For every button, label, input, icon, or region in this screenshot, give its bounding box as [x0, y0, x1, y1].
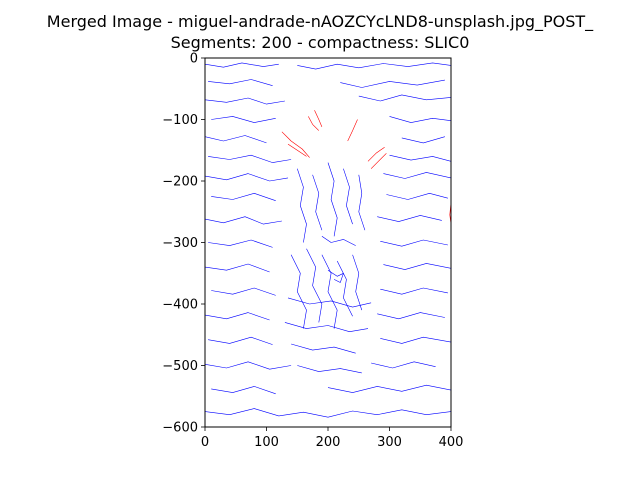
- x-tick-label: 300: [377, 435, 402, 450]
- segment-line: [306, 248, 323, 323]
- segment-line: [205, 216, 282, 225]
- y-tick-label: 0: [190, 52, 198, 67]
- segment-line: [208, 154, 292, 163]
- y-tick-label: −300: [162, 236, 198, 251]
- y-tick-label: −600: [162, 421, 198, 436]
- segment-line: [314, 110, 323, 128]
- x-tick-label: 0: [201, 435, 209, 450]
- y-tick-label: −200: [162, 175, 198, 190]
- x-tick-label: 200: [316, 435, 341, 450]
- x-axis: 0 100 200 300 400: [201, 427, 464, 450]
- segment-line: [308, 116, 320, 131]
- segment-line: [287, 143, 307, 157]
- segment-line: [312, 174, 323, 231]
- segment-line: [343, 168, 353, 225]
- segment-line: [281, 131, 310, 158]
- y-tick-label: −400: [162, 298, 198, 313]
- segment-line: [321, 236, 356, 246]
- y-tick-label: −500: [162, 359, 198, 374]
- segment-line: [389, 116, 451, 123]
- segment-line: [211, 193, 276, 201]
- segment-line: [211, 386, 276, 395]
- segment-line: [347, 119, 358, 142]
- segment-line: [327, 384, 451, 393]
- segment-line: [205, 97, 285, 105]
- segment-line: [297, 62, 451, 70]
- segment-line: [208, 336, 273, 345]
- segment-line: [386, 193, 448, 200]
- segment-line: [380, 287, 448, 295]
- y-tick-label: −100: [162, 113, 198, 128]
- segment-line: [205, 361, 292, 370]
- segment-line: [290, 254, 307, 329]
- segment-line: [358, 94, 451, 102]
- segment-line: [371, 361, 436, 369]
- y-axis: 0 −100 −200 −300 −400 −500 −600: [162, 52, 205, 436]
- segment-line: [205, 135, 267, 144]
- segment-line: [367, 146, 385, 162]
- chart-subtitle: Segments: 200 - compactness: SLIC0: [170, 33, 470, 52]
- segment-line: [352, 254, 363, 311]
- segment-line: [327, 162, 338, 237]
- segment-line: [297, 168, 307, 243]
- segment-line: [380, 336, 451, 344]
- segment-line: [287, 297, 372, 308]
- segment-line: [389, 154, 451, 162]
- segment-line: [327, 269, 344, 283]
- chart-title: Merged Image - miguel-andrade-nAOZCYcLND…: [46, 12, 594, 31]
- segment-line: [383, 263, 451, 270]
- segment-line: [211, 287, 276, 296]
- segment-line: [205, 312, 270, 321]
- segment-line: [336, 260, 353, 317]
- segment-line: [284, 322, 369, 333]
- segment-line: [340, 79, 445, 88]
- segment-line: [205, 173, 289, 182]
- x-tick-label: 100: [254, 435, 279, 450]
- segment-line: [377, 215, 442, 222]
- segment-line: [208, 79, 273, 86]
- segment-line: [358, 174, 366, 231]
- segment-line: [321, 254, 338, 329]
- segment-line: [205, 408, 451, 418]
- x-tick-label: 400: [439, 435, 464, 450]
- segment-line: [383, 172, 451, 179]
- segment-line: [291, 343, 356, 354]
- segment-line: [380, 239, 448, 247]
- segment-line: [377, 312, 445, 320]
- segment-line: [297, 365, 362, 374]
- segment-line: [205, 263, 270, 273]
- segment-line: [211, 116, 276, 123]
- segment-line: [208, 239, 273, 248]
- segment-line: [205, 62, 279, 68]
- segment-line: [401, 136, 445, 144]
- segment-line: [370, 153, 387, 169]
- series-layer: [205, 62, 451, 418]
